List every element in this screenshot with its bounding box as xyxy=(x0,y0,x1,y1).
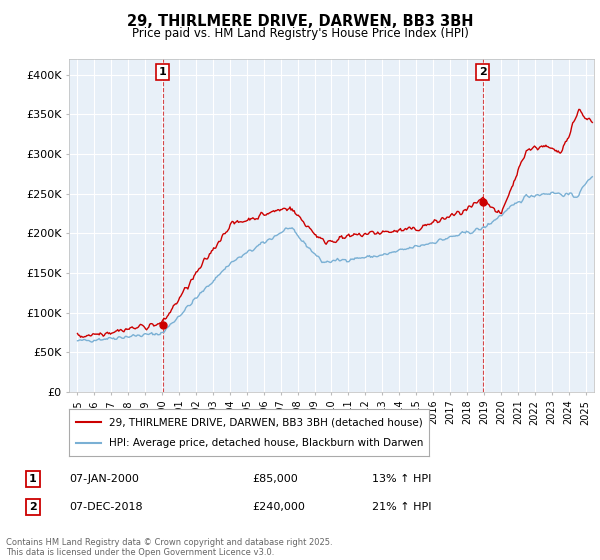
Text: 1: 1 xyxy=(29,474,37,484)
Text: Contains HM Land Registry data © Crown copyright and database right 2025.
This d: Contains HM Land Registry data © Crown c… xyxy=(6,538,332,557)
Text: Price paid vs. HM Land Registry's House Price Index (HPI): Price paid vs. HM Land Registry's House … xyxy=(131,27,469,40)
Text: 1: 1 xyxy=(159,67,167,77)
Text: 29, THIRLMERE DRIVE, DARWEN, BB3 3BH: 29, THIRLMERE DRIVE, DARWEN, BB3 3BH xyxy=(127,14,473,29)
Text: £240,000: £240,000 xyxy=(252,502,305,512)
Text: 07-JAN-2000: 07-JAN-2000 xyxy=(69,474,139,484)
Text: 07-DEC-2018: 07-DEC-2018 xyxy=(69,502,143,512)
Text: £85,000: £85,000 xyxy=(252,474,298,484)
Text: HPI: Average price, detached house, Blackburn with Darwen: HPI: Average price, detached house, Blac… xyxy=(109,438,423,448)
Text: 29, THIRLMERE DRIVE, DARWEN, BB3 3BH (detached house): 29, THIRLMERE DRIVE, DARWEN, BB3 3BH (de… xyxy=(109,417,422,427)
Text: 2: 2 xyxy=(29,502,37,512)
Text: 21% ↑ HPI: 21% ↑ HPI xyxy=(372,502,431,512)
Text: 13% ↑ HPI: 13% ↑ HPI xyxy=(372,474,431,484)
Text: 2: 2 xyxy=(479,67,487,77)
